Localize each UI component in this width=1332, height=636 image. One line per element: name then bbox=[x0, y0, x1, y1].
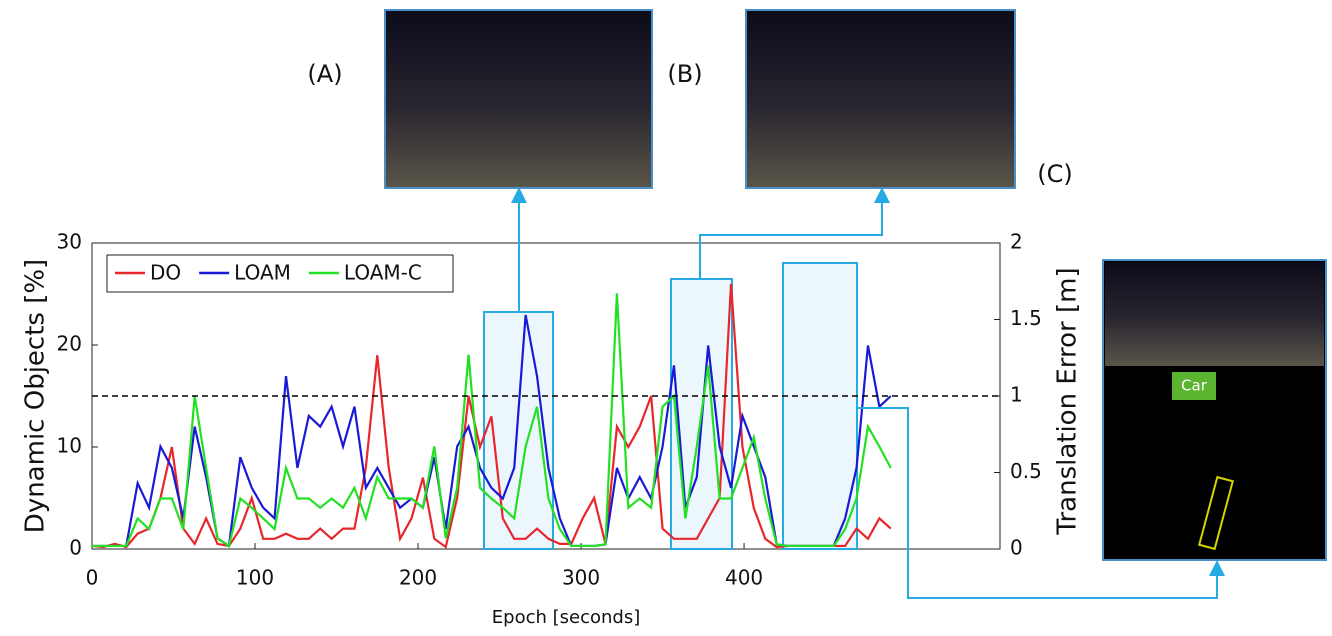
highlight bbox=[782, 262, 858, 550]
y-tick-label: 10 bbox=[57, 434, 82, 458]
y-tick-label: 0 bbox=[69, 536, 82, 560]
legend-label: DO bbox=[150, 261, 181, 285]
photo-a bbox=[384, 9, 653, 189]
legend-box bbox=[106, 254, 454, 293]
y-axis-label: Dynamic Objects [%] bbox=[21, 259, 51, 533]
connector bbox=[857, 407, 1225, 599]
y-tick-label: 20 bbox=[57, 332, 82, 356]
legend-label: LOAM-C bbox=[344, 261, 422, 285]
label-b: (B) bbox=[667, 60, 702, 88]
lines: DO LOAM LOAM-C bbox=[91, 254, 1000, 549]
y2-tick-label: 0 bbox=[1010, 536, 1023, 560]
photo-b bbox=[745, 9, 1016, 189]
x-tick-label: 300 bbox=[562, 566, 600, 590]
y2-axis-label: Translation Error [m] bbox=[1053, 267, 1083, 535]
x-tick-label: 400 bbox=[725, 566, 763, 590]
x-axis-label: Epoch [seconds] bbox=[492, 607, 640, 628]
x-tick-label: 200 bbox=[399, 566, 437, 590]
car-box bbox=[1197, 475, 1235, 551]
highlight bbox=[483, 311, 554, 550]
y-tick-label: 30 bbox=[57, 230, 82, 254]
connector bbox=[699, 187, 890, 279]
label-c: (C) bbox=[1037, 160, 1072, 188]
car-tag bbox=[1172, 372, 1216, 400]
series-line bbox=[92, 293, 892, 548]
y2-tick-label: 2 bbox=[1010, 230, 1023, 254]
y2-tick-label: 0.5 bbox=[1010, 459, 1042, 483]
x-tick-label: 100 bbox=[236, 566, 274, 590]
legend-label: LOAM bbox=[234, 261, 291, 285]
car-label: Car bbox=[1181, 377, 1208, 395]
photo-c-camera bbox=[1105, 262, 1324, 366]
label-a: (A) bbox=[307, 60, 342, 88]
x-tick-label: 0 bbox=[86, 566, 99, 590]
y2-tick-label: 1.5 bbox=[1010, 306, 1042, 330]
series-line bbox=[91, 283, 892, 549]
y2-tick-label: 1 bbox=[1010, 383, 1023, 407]
